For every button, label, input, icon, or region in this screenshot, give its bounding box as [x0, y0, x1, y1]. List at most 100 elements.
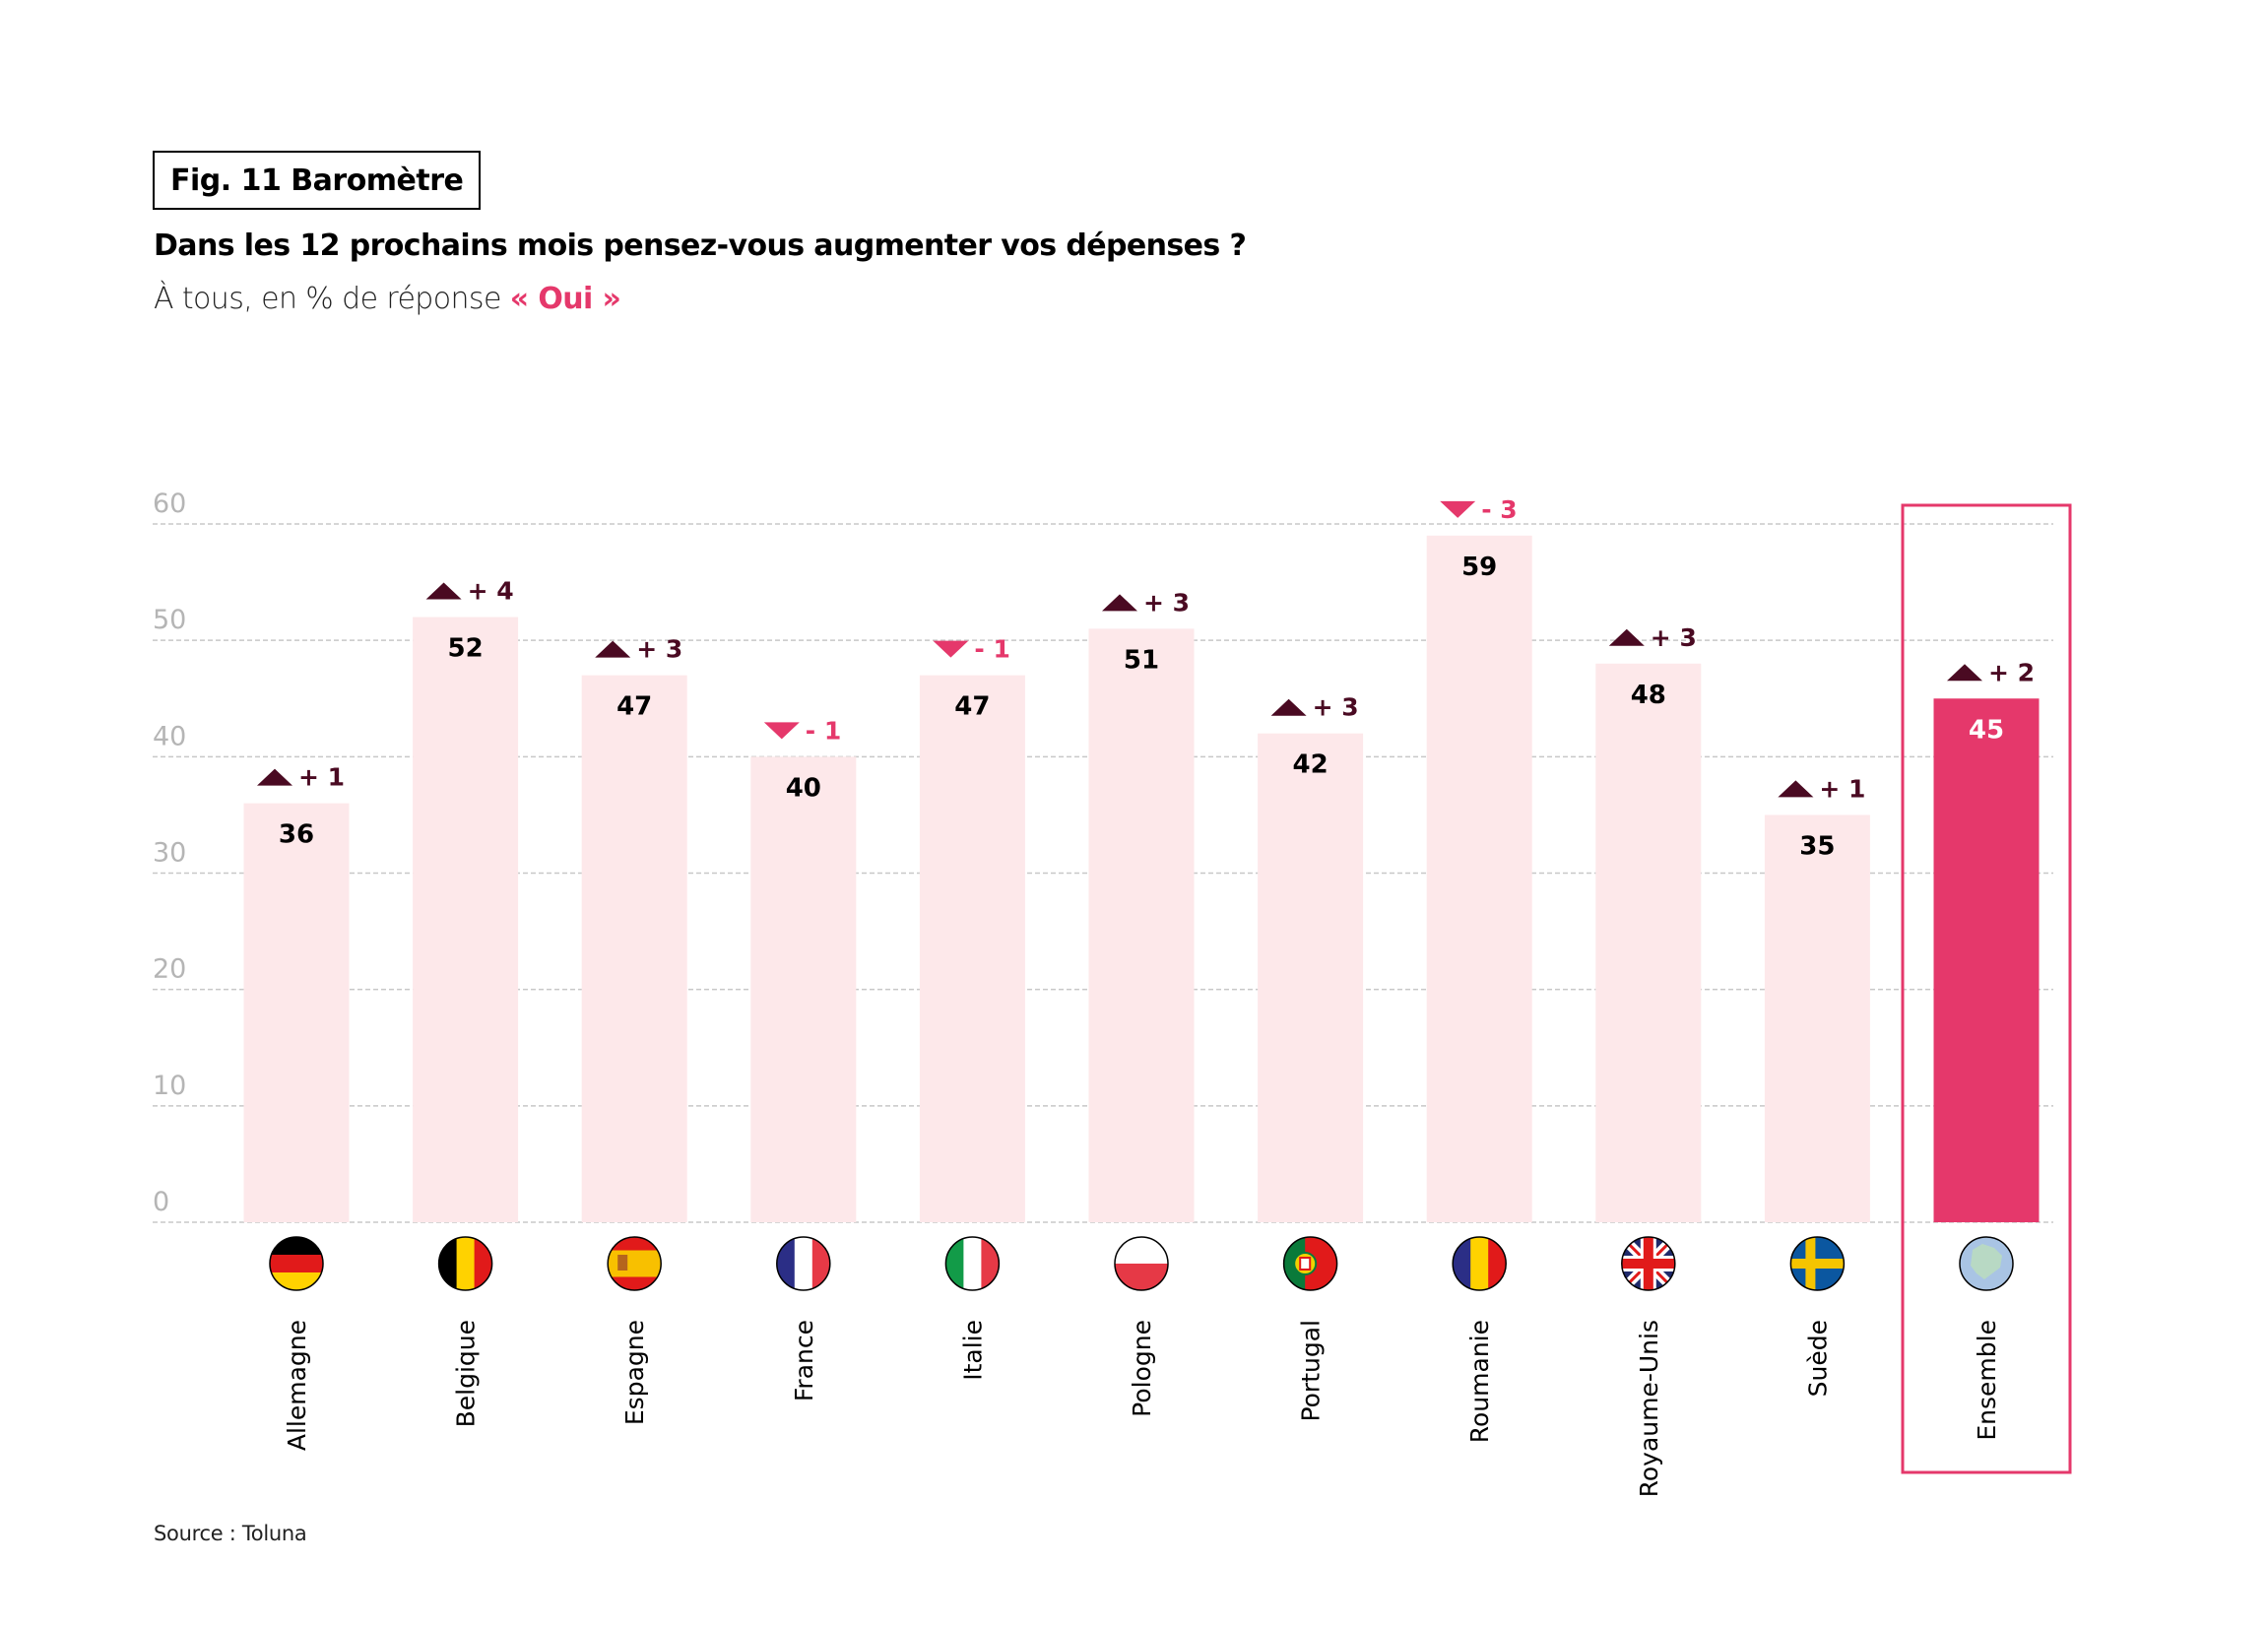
y-tick-label: 30 [153, 838, 186, 869]
value-label: 45 [1969, 715, 2004, 745]
value-label: 40 [786, 773, 821, 803]
triangle-down-icon [763, 722, 800, 740]
bar-espagne [581, 675, 687, 1222]
bar-pologne [1088, 628, 1195, 1222]
y-axis-ticks: 0 10 20 30 40 50 60 [153, 489, 186, 1217]
value-labels: 36 52 47 40 47 51 42 59 48 35 45 [279, 553, 2004, 862]
bar-allemagne [243, 803, 350, 1222]
value-label: 35 [1799, 831, 1835, 861]
category-label: Roumanie [1465, 1320, 1494, 1443]
flag-spain-icon [607, 1236, 662, 1291]
x-axis-labels: Allemagne Belgique Espagne France Italie Polo… [283, 1320, 2001, 1497]
flag-italy-icon [944, 1236, 1001, 1291]
delta-indicator: + 3 [595, 635, 682, 664]
delta-indicator: - 3 [1440, 495, 1518, 524]
bar-royaume-unis [1595, 663, 1702, 1222]
bar-roumanie [1426, 535, 1532, 1222]
delta-indicator: + 3 [1270, 693, 1359, 722]
highlight-frame [1901, 503, 2072, 1474]
delta-indicator: + 1 [1778, 774, 1865, 803]
delta-label: + 4 [468, 577, 514, 606]
delta-indicator: + 3 [1102, 588, 1190, 617]
bar-italie [919, 675, 1025, 1222]
triangle-down-icon [1440, 500, 1476, 518]
delta-label: + 2 [1988, 658, 2035, 686]
bars [243, 535, 2040, 1222]
y-tick-label: 60 [153, 489, 186, 519]
bar-portugal [1258, 733, 1364, 1222]
flag-poland-icon [1114, 1236, 1169, 1291]
chart-subtitle: À tous, en % de réponse « Oui » [154, 282, 621, 316]
value-label: 48 [1631, 681, 1666, 710]
category-label: Royaume-Unis [1635, 1320, 1663, 1497]
subtitle-prefix: À tous, en % de réponse [154, 282, 510, 316]
delta-indicator: - 1 [933, 635, 1010, 664]
y-tick-label: 0 [153, 1187, 169, 1217]
bar-france [750, 756, 857, 1222]
delta-indicator: + 1 [257, 763, 345, 792]
delta-label: + 1 [1819, 774, 1865, 803]
globe-europe-icon [1959, 1236, 2014, 1291]
triangle-up-icon [1778, 780, 1814, 798]
value-label: 47 [616, 692, 652, 722]
figure-label: Fig. 11 Baromètre [153, 151, 482, 210]
highlight-frame-rect [1901, 503, 2072, 1474]
flag-belgium-icon [437, 1236, 493, 1291]
subtitle-accent: « Oui » [509, 282, 621, 316]
bar-belgique [413, 617, 519, 1222]
figure-label-text: Fig. 11 Baromètre [170, 163, 464, 198]
triangle-up-icon [425, 582, 462, 600]
y-tick-label: 10 [153, 1071, 186, 1101]
delta-label: + 3 [1313, 693, 1359, 722]
chart-title: Dans les 12 prochains mois pensez-vous a… [154, 228, 1247, 263]
triangle-up-icon [257, 768, 292, 786]
y-tick-label: 20 [153, 954, 186, 985]
category-label: Belgique [452, 1320, 481, 1427]
category-label: Pologne [1128, 1320, 1156, 1417]
category-label: France [790, 1320, 818, 1401]
value-label: 47 [954, 692, 990, 722]
value-label: 51 [1124, 645, 1159, 675]
delta-indicator: + 2 [1947, 658, 2035, 686]
triangle-up-icon [1947, 664, 1982, 682]
flags [269, 1236, 2014, 1291]
triangle-up-icon [1270, 698, 1307, 716]
delta-label: - 1 [974, 635, 1009, 664]
delta-labels: + 1 + 4 + 3 - 1 - 1 + 3 + 3 - 3 + 3 + 1 + 2 [257, 495, 2035, 803]
flag-romania-icon [1452, 1236, 1507, 1291]
value-label: 36 [279, 820, 314, 850]
y-tick-label: 50 [153, 605, 186, 635]
value-label: 59 [1461, 553, 1497, 582]
delta-label: + 3 [1143, 588, 1190, 617]
value-label: 42 [1293, 750, 1328, 780]
triangle-up-icon [1608, 628, 1645, 646]
bar-suède [1764, 814, 1870, 1222]
source-note: Source : Toluna [154, 1522, 307, 1545]
delta-indicator: + 4 [425, 577, 514, 606]
flag-germany-icon [269, 1236, 324, 1291]
category-label: Suède [1803, 1320, 1832, 1397]
value-label: 52 [448, 634, 484, 664]
delta-label: + 1 [298, 763, 345, 792]
y-tick-label: 40 [153, 721, 186, 751]
category-label: Italie [958, 1320, 987, 1381]
category-label: Allemagne [283, 1320, 311, 1451]
category-label: Espagne [620, 1320, 649, 1425]
bar-ensemble [1933, 698, 2040, 1222]
delta-label: + 3 [1651, 623, 1697, 652]
category-label: Ensemble [1973, 1320, 2001, 1441]
triangle-up-icon [595, 640, 631, 658]
category-label: Portugal [1297, 1320, 1326, 1422]
flag-sweden-icon [1789, 1236, 1846, 1291]
flag-france-icon [776, 1236, 831, 1291]
delta-label: - 3 [1481, 495, 1517, 524]
delta-indicator: - 1 [763, 716, 841, 745]
flag-portugal-icon [1282, 1236, 1338, 1291]
flag-uk-icon [1621, 1236, 1676, 1291]
triangle-up-icon [1102, 594, 1137, 612]
triangle-down-icon [933, 640, 969, 658]
delta-label: + 3 [636, 635, 682, 664]
delta-label: - 1 [806, 716, 841, 745]
delta-indicator: + 3 [1608, 623, 1697, 652]
